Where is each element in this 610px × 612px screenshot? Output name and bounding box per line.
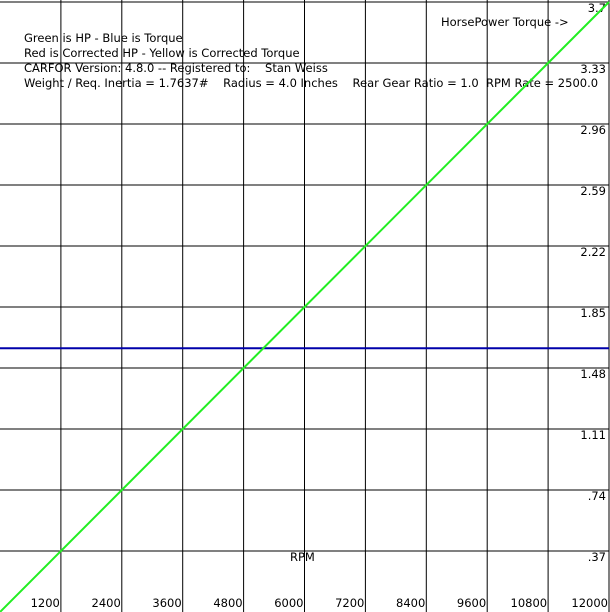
annotation: Green is HP - Blue is Torque [24, 31, 183, 45]
y-tick-label: 2.59 [580, 184, 606, 198]
x-tick-label: 12000 [571, 596, 608, 610]
y-tick-label: 2.96 [580, 123, 606, 137]
y-tick-label: 1.85 [580, 306, 606, 320]
y-tick-label: .74 [588, 489, 606, 503]
y-tick-label: 1.48 [580, 367, 606, 381]
x-tick-label: 4800 [213, 596, 242, 610]
legend-label: HorsePower Torque -> [441, 15, 569, 29]
annotation: Red is Corrected HP - Yellow is Correcte… [24, 46, 300, 60]
y-tick-label: 2.22 [580, 245, 606, 259]
x-axis-label: RPM [290, 550, 315, 564]
annotation: Weight / Req. Inertia = 1.7637# Radius =… [24, 76, 598, 90]
y-tick-label: 1.11 [580, 428, 606, 442]
x-tick-label: 8400 [396, 596, 425, 610]
x-tick-label: 3600 [152, 596, 181, 610]
x-tick-label: 10800 [511, 596, 548, 610]
x-tick-label: 1200 [31, 596, 60, 610]
x-tick-label: 7200 [335, 596, 364, 610]
y-tick-label: 3.33 [580, 62, 606, 76]
y-tick-label: .37 [588, 550, 606, 564]
x-tick-label: 6000 [274, 596, 303, 610]
x-tick-label: 2400 [92, 596, 121, 610]
y-tick-label: 3.7 [588, 1, 606, 15]
annotation: CARFOR Version: 4.8.0 -- Registered to: … [24, 61, 328, 75]
x-tick-label: 9600 [457, 596, 486, 610]
